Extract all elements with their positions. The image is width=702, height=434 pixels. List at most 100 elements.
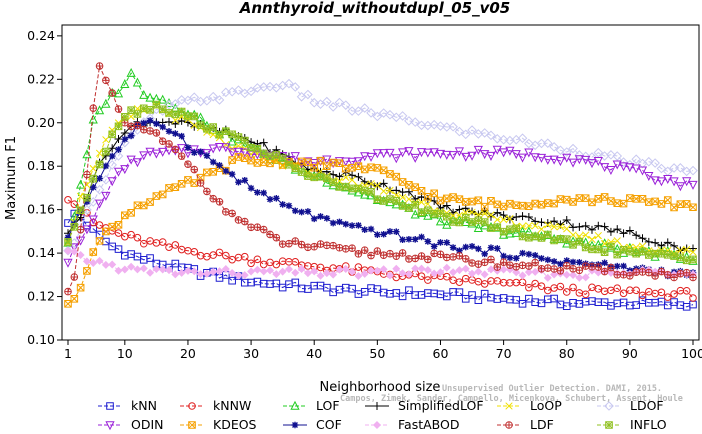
data-point [549,155,559,165]
data-point [178,132,185,140]
data-point [682,177,692,187]
data-point [291,268,300,277]
data-point [215,274,224,282]
data-point [133,265,142,274]
data-point [127,132,135,140]
data-point [386,195,394,203]
data-point [474,296,483,304]
data-point [430,249,438,258]
data-point [575,222,584,231]
data-point [170,99,181,109]
data-point [83,267,91,275]
data-point [493,215,501,224]
data-point [209,168,218,176]
data-point [657,200,666,208]
data-point [632,301,640,309]
data-point [487,224,495,232]
data-point [505,215,514,224]
data-point [303,269,312,278]
data-point [626,247,634,256]
data-point [448,151,458,161]
data-point [524,268,533,277]
legend-label: LDOF [630,398,664,413]
data-point [675,163,686,173]
series-line [67,64,694,292]
data-point [285,280,293,288]
data-point [266,280,274,288]
data-point [620,262,627,270]
data-point [688,165,698,176]
data-point [385,271,394,280]
watermark-line-2: Campos, Zimek, Sander, Campello, Micenko… [340,393,683,404]
data-point [436,209,445,218]
data-point [468,197,476,206]
x-tick-label: 40 [306,346,322,361]
data-point [398,178,407,186]
data-point [397,111,408,121]
data-point [543,264,552,272]
data-point [102,147,110,156]
data-point [473,223,483,233]
data-point [341,164,350,173]
data-point [348,222,356,229]
data-point [303,157,313,167]
data-point [588,245,596,254]
series-fastabod [63,247,698,282]
data-point [461,152,471,162]
data-point [543,273,552,282]
data-point [95,237,104,245]
data-point [120,78,130,88]
data-point [228,130,236,139]
data-point [222,251,230,260]
data-point [537,225,546,233]
data-point [498,134,509,145]
data-point [379,265,388,274]
data-point [328,102,338,112]
data-point [133,121,142,130]
data-point [468,208,476,216]
legend-marker [505,402,513,410]
data-point [209,158,217,166]
data-point [190,165,199,174]
data-point [518,271,527,280]
series-line [67,120,693,252]
data-point [417,272,426,280]
data-point [360,246,369,254]
data-point [682,268,691,277]
data-point [336,218,343,226]
data-point [172,130,179,137]
data-point [139,151,149,161]
data-point [316,240,325,248]
data-point [360,288,369,296]
data-point [663,196,672,204]
data-point [272,151,281,159]
data-point [214,95,225,105]
data-point [525,222,533,230]
data-point [114,135,123,144]
data-point [279,201,286,208]
data-point [278,283,287,292]
data-point [631,154,641,165]
data-point [498,148,509,158]
data-point [449,218,457,226]
data-point [556,282,565,291]
data-point [367,251,375,260]
data-point [240,271,249,280]
data-point [550,223,558,231]
series-knn [64,209,697,311]
data-point [594,285,603,293]
series-ldf [64,62,697,296]
data-point [670,273,678,282]
data-point [114,266,123,275]
data-point [562,235,571,243]
data-point [366,108,376,118]
data-point [385,148,395,158]
data-point [227,148,237,158]
data-point [442,150,452,160]
data-point [64,196,72,204]
data-point [372,111,383,122]
data-point [158,147,168,157]
data-point [353,157,364,167]
data-point [538,255,545,262]
legend-marker [188,421,196,429]
